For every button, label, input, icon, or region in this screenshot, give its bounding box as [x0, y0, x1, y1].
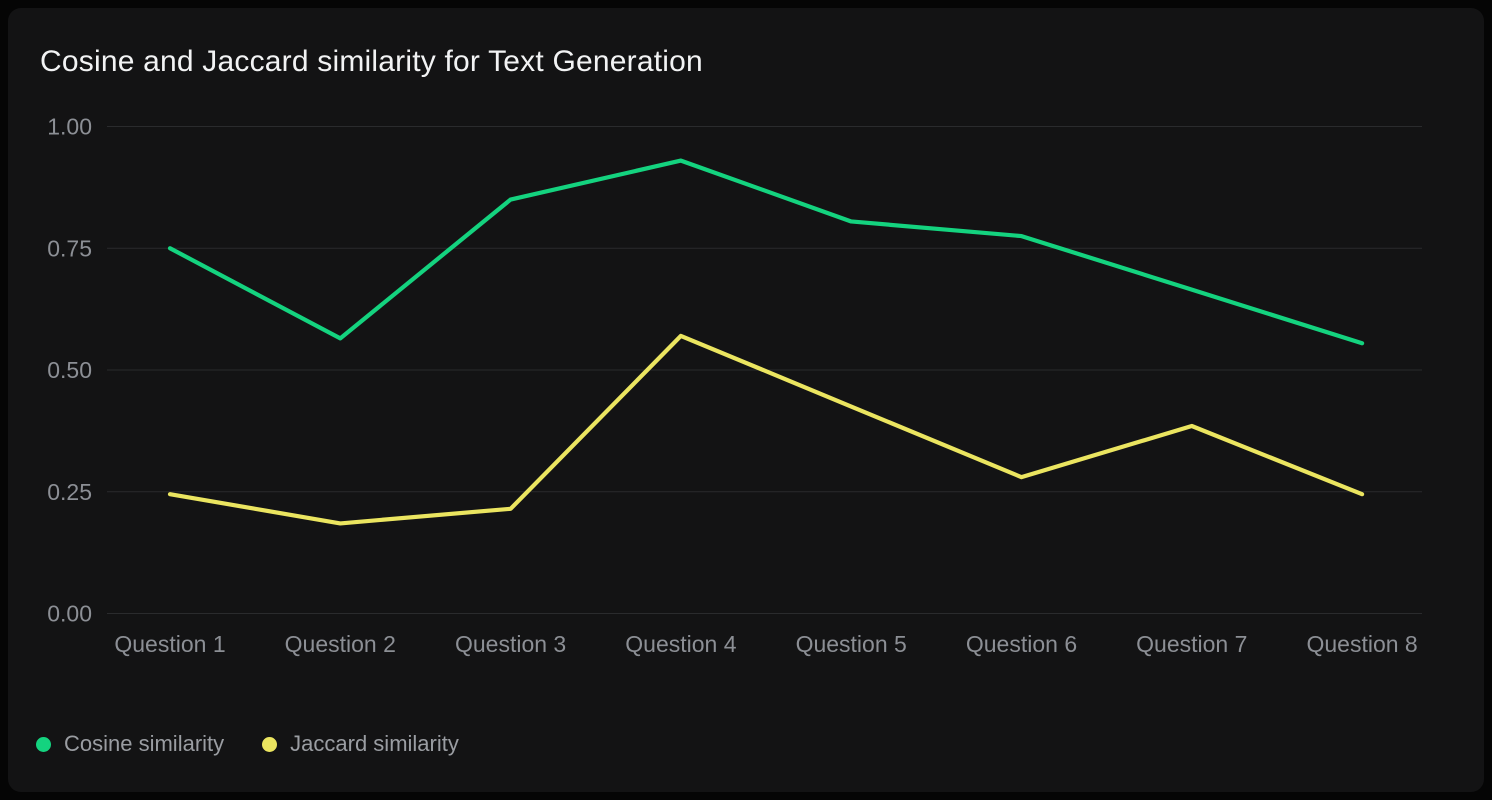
legend-item-jaccard-similarity[interactable]: Jaccard similarity [262, 731, 459, 757]
legend-swatch-jaccard-similarity [262, 736, 278, 752]
x-axis-label: Question 8 [1306, 631, 1417, 657]
y-tick-label: 0.50 [47, 357, 92, 383]
y-tick-label: 1.00 [47, 114, 92, 140]
legend-label-cosine-similarity: Cosine similarity [64, 731, 225, 756]
y-tick-label: 0.75 [47, 235, 92, 261]
legend-item-cosine-similarity[interactable]: Cosine similarity [36, 731, 224, 757]
x-axis-label: Question 5 [796, 631, 907, 657]
legend-label-jaccard-similarity: Jaccard similarity [290, 731, 459, 756]
x-axis-label: Question 4 [625, 631, 736, 657]
chart-legend: Cosine similarity Jaccard similarity [36, 731, 459, 757]
series-line-cosine-similarity[interactable] [167, 158, 1365, 346]
x-axis-label: Question 3 [455, 631, 566, 657]
y-tick-label: 0.00 [47, 601, 92, 627]
x-axis-label: Question 2 [285, 631, 396, 657]
series-line-jaccard-similarity[interactable] [167, 333, 1365, 526]
chart-title: Cosine and Jaccard similarity for Text G… [40, 45, 703, 78]
x-axis-label: Question 6 [966, 631, 1077, 657]
chart-card: Cosine and Jaccard similarity for Text G… [8, 8, 1484, 792]
x-axis-label: Question 1 [114, 631, 225, 657]
y-tick-label: 0.25 [47, 479, 92, 505]
legend-swatch-cosine-similarity [36, 736, 51, 752]
x-axis-label: Question 7 [1136, 631, 1247, 657]
line-chart-plot-area: 0.00 0.25 0.50 0.75 1.00 Question 1 Question 2… [47, 114, 1422, 657]
